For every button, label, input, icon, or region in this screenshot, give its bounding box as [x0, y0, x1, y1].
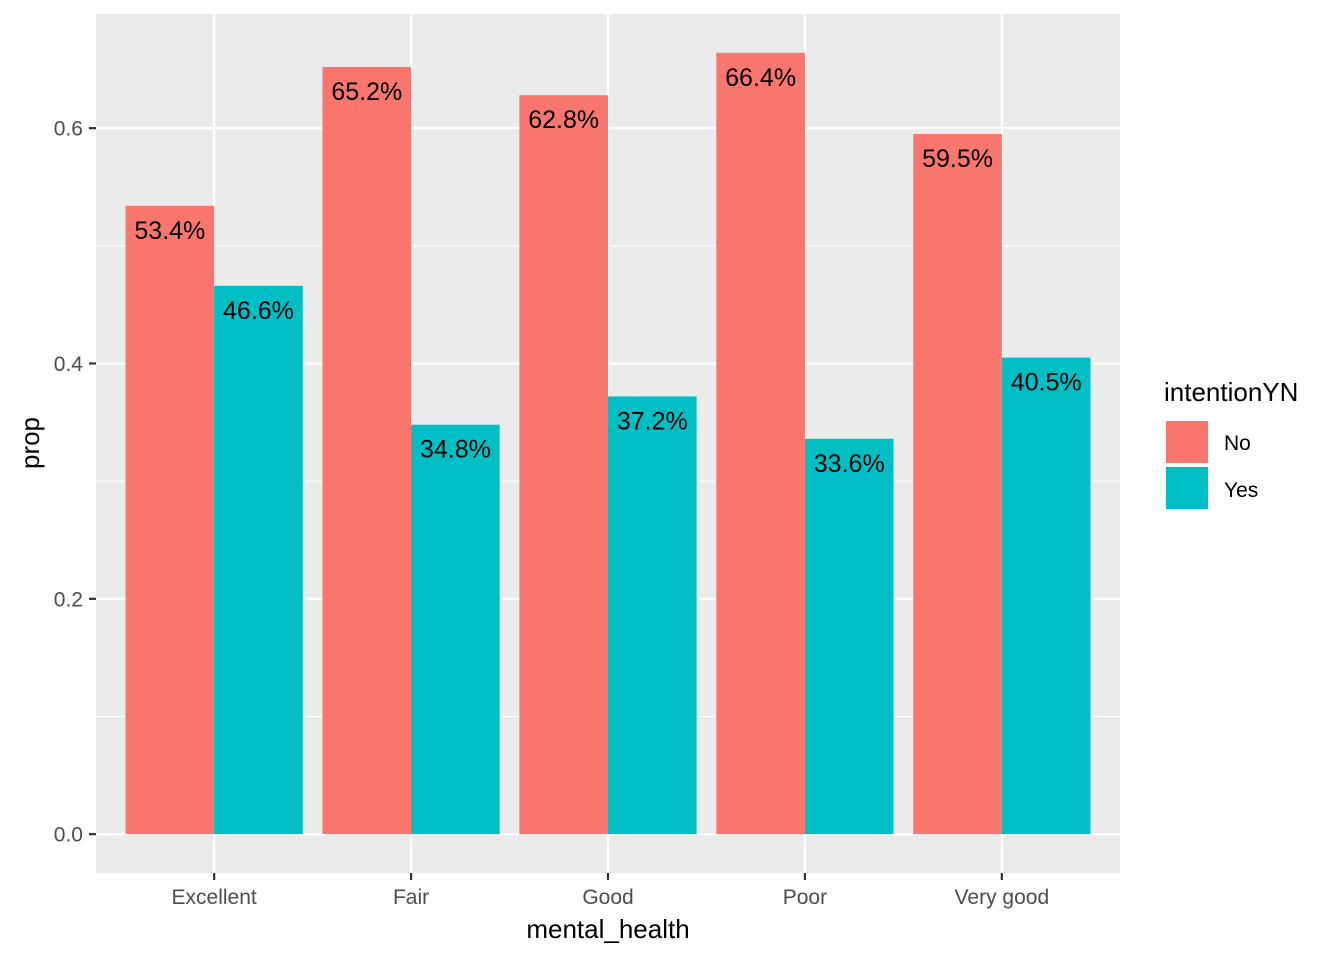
bar-yes-good [608, 396, 697, 835]
legend-key-yes [1166, 467, 1208, 509]
data-label: 66.4% [725, 64, 796, 92]
bar-no-poor [716, 52, 805, 835]
data-label: 53.4% [134, 217, 205, 245]
x-axis: Excellent Fair Good Poor Very good [172, 873, 1050, 909]
y-axis-title: prop [15, 417, 45, 469]
data-label: 33.6% [814, 450, 885, 478]
bar-yes-poor [804, 438, 894, 835]
data-label: 34.8% [420, 436, 491, 464]
x-tick-label: Good [582, 886, 633, 909]
bars [125, 52, 1091, 835]
bar-no-excellent [125, 205, 215, 835]
legend-label-no: No [1224, 432, 1251, 455]
legend-label-yes: Yes [1224, 479, 1258, 502]
data-label: 40.5% [1011, 369, 1082, 397]
data-label: 62.8% [528, 106, 599, 134]
y-tick-label: 0.0 [54, 824, 83, 847]
bar-no-good [519, 95, 608, 835]
bar-no-very-good [913, 134, 1002, 835]
y-tick-label: 0.2 [54, 588, 83, 611]
y-axis: 0.0 0.2 0.4 0.6 [54, 118, 96, 847]
data-label: 46.6% [223, 297, 294, 325]
x-tick-label: Excellent [172, 886, 257, 909]
legend-title: intentionYN [1164, 377, 1298, 407]
bar-no-fair [322, 66, 412, 835]
x-tick-label: Very good [955, 886, 1050, 909]
bar-yes-very-good [1001, 357, 1091, 835]
legend: intentionYN No Yes [1164, 377, 1298, 509]
bar-yes-fair [411, 424, 500, 835]
data-label: 65.2% [331, 78, 402, 106]
x-tick-label: Fair [393, 886, 429, 909]
legend-key-no [1166, 421, 1208, 463]
data-label: 37.2% [617, 407, 688, 435]
x-tick-label: Poor [783, 886, 827, 909]
data-labels: 53.4% 46.6% 65.2% 34.8% 62.8% 37.2% 66.4% 33.6%… [134, 64, 1081, 478]
y-tick-label: 0.6 [54, 118, 83, 141]
x-axis-title: mental_health [526, 914, 689, 944]
bar-yes-excellent [214, 285, 303, 835]
data-label: 59.5% [922, 145, 993, 173]
y-tick-label: 0.4 [54, 353, 84, 376]
